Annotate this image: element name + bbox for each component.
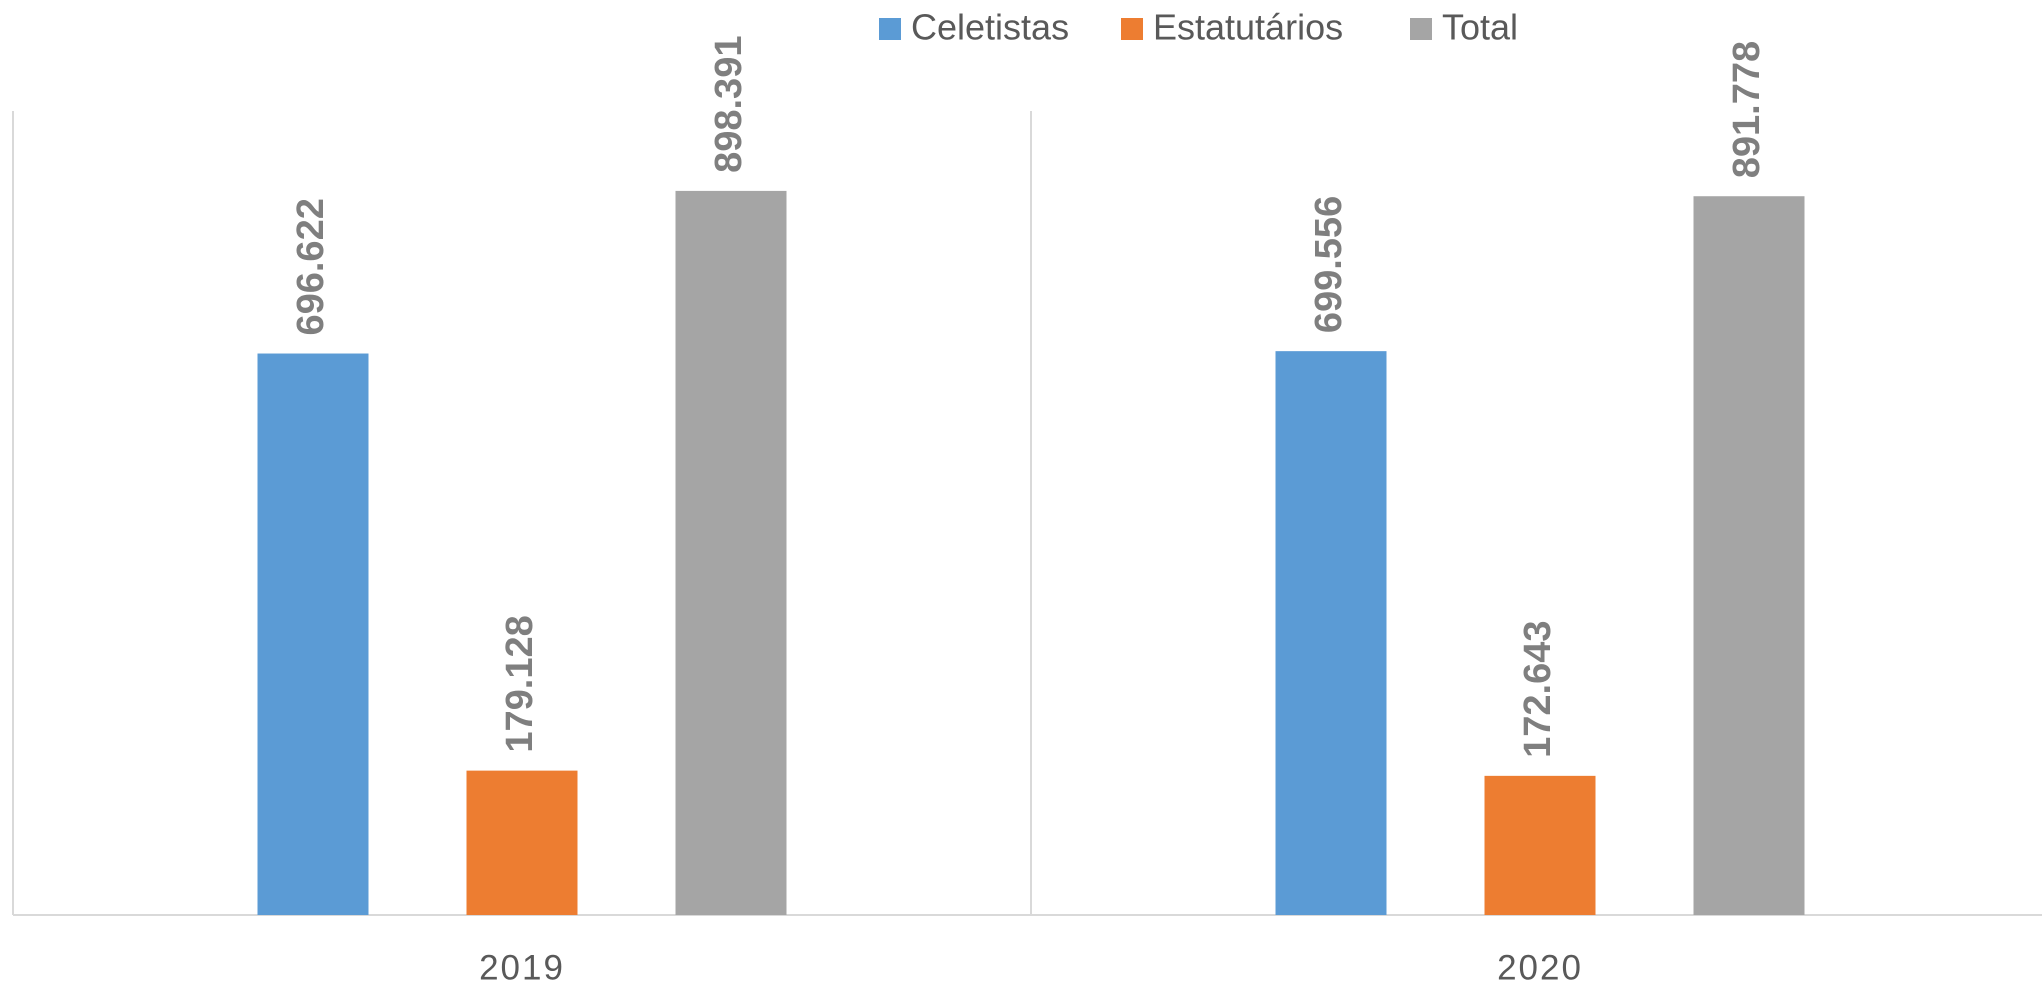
data-label: 172.643	[1517, 620, 1559, 757]
bar	[675, 190, 787, 915]
bar	[1693, 196, 1805, 915]
data-label: 898.391	[708, 36, 750, 173]
legend-label: Estatutários	[1153, 7, 1343, 48]
bar	[1484, 775, 1596, 915]
bar	[466, 770, 578, 915]
data-label: 179.128	[499, 615, 541, 752]
legend-swatch	[1410, 18, 1432, 40]
legend-label: Total	[1442, 7, 1518, 48]
legend-label: Celetistas	[911, 7, 1069, 48]
data-label: 699.556	[1308, 196, 1350, 333]
bar	[257, 353, 369, 915]
x-tick-label: 2020	[1497, 948, 1583, 987]
data-label: 696.622	[290, 198, 332, 335]
legend-swatch	[1121, 18, 1143, 40]
legend-swatch	[879, 18, 901, 40]
x-tick-label: 2019	[479, 948, 565, 987]
data-label: 891.778	[1726, 41, 1768, 178]
bar	[1275, 351, 1387, 916]
